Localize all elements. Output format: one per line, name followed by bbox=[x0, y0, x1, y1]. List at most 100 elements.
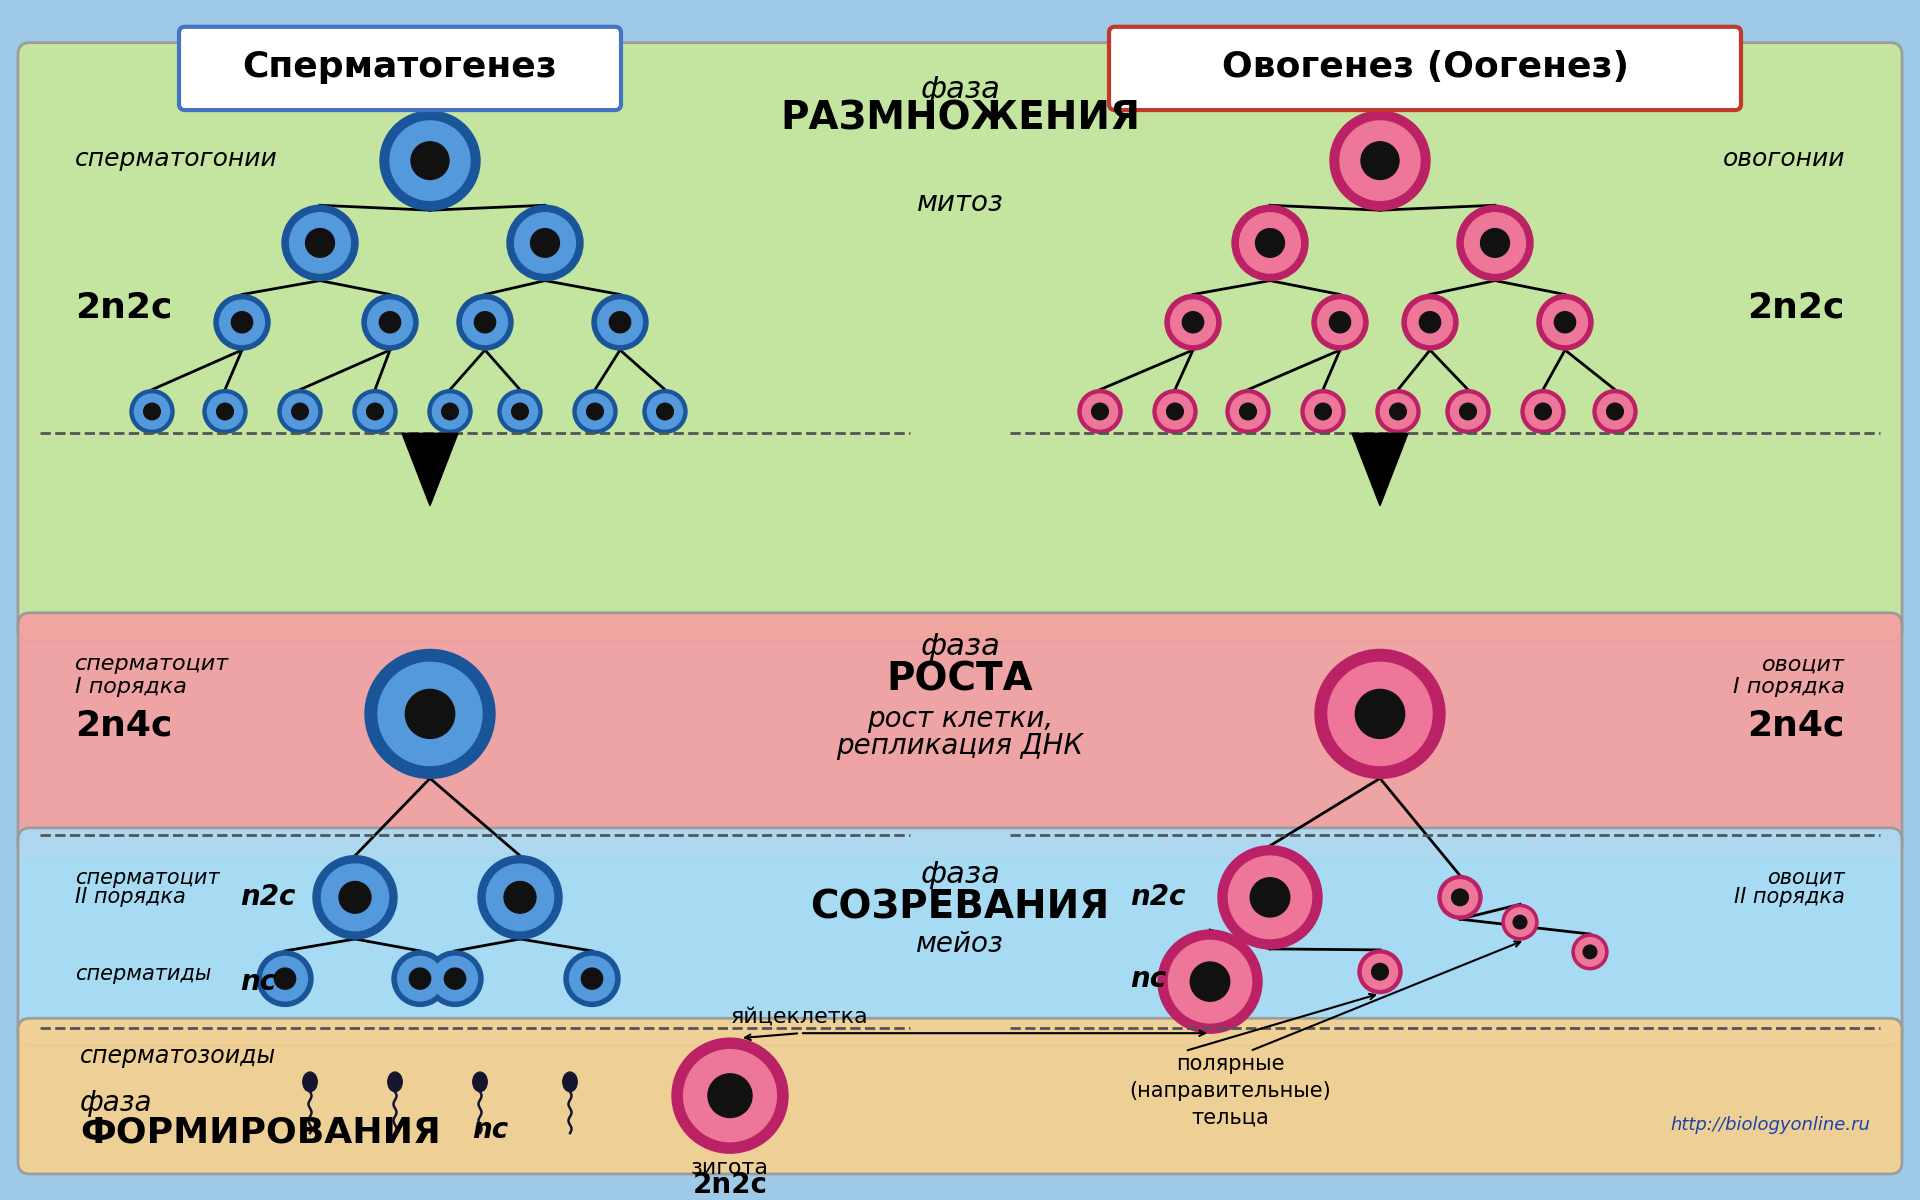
Circle shape bbox=[1377, 390, 1421, 433]
Circle shape bbox=[1331, 112, 1430, 210]
Circle shape bbox=[213, 294, 271, 350]
Circle shape bbox=[426, 950, 484, 1007]
Circle shape bbox=[1501, 905, 1538, 940]
Circle shape bbox=[282, 394, 317, 428]
Circle shape bbox=[582, 968, 603, 989]
Circle shape bbox=[1407, 300, 1452, 344]
Circle shape bbox=[219, 300, 265, 344]
Circle shape bbox=[1363, 954, 1398, 989]
Circle shape bbox=[1450, 394, 1486, 428]
Text: овогонии: овогонии bbox=[1722, 146, 1845, 170]
FancyBboxPatch shape bbox=[17, 613, 1903, 859]
Circle shape bbox=[597, 300, 643, 344]
Polygon shape bbox=[401, 433, 459, 505]
Circle shape bbox=[1542, 300, 1588, 344]
Ellipse shape bbox=[563, 1072, 578, 1092]
Circle shape bbox=[530, 229, 559, 257]
Circle shape bbox=[1390, 403, 1405, 420]
Circle shape bbox=[505, 882, 536, 913]
Circle shape bbox=[609, 312, 630, 332]
Circle shape bbox=[321, 864, 388, 931]
Text: http://biologyonline.ru: http://biologyonline.ru bbox=[1670, 1116, 1870, 1134]
FancyBboxPatch shape bbox=[179, 26, 620, 110]
Circle shape bbox=[432, 394, 468, 428]
Circle shape bbox=[1380, 394, 1415, 428]
Circle shape bbox=[1513, 916, 1526, 929]
Circle shape bbox=[134, 394, 169, 428]
Circle shape bbox=[1356, 690, 1405, 738]
Ellipse shape bbox=[388, 1072, 401, 1092]
Circle shape bbox=[1402, 294, 1457, 350]
Circle shape bbox=[1217, 846, 1323, 949]
Circle shape bbox=[1190, 962, 1229, 1001]
Circle shape bbox=[1229, 856, 1311, 938]
Circle shape bbox=[1597, 394, 1632, 428]
Circle shape bbox=[1329, 312, 1350, 332]
Circle shape bbox=[1419, 312, 1440, 332]
Circle shape bbox=[1340, 121, 1421, 200]
Circle shape bbox=[1572, 934, 1609, 970]
Circle shape bbox=[263, 956, 307, 1001]
Text: овоцит: овоцит bbox=[1766, 868, 1845, 888]
Circle shape bbox=[305, 229, 334, 257]
Text: 2n4c: 2n4c bbox=[75, 709, 173, 743]
Circle shape bbox=[478, 856, 563, 938]
Circle shape bbox=[1459, 403, 1476, 420]
Text: nc: nc bbox=[240, 967, 276, 996]
Circle shape bbox=[292, 403, 309, 420]
Circle shape bbox=[207, 394, 242, 428]
Circle shape bbox=[511, 403, 528, 420]
Circle shape bbox=[497, 390, 541, 433]
Circle shape bbox=[1576, 937, 1605, 966]
Circle shape bbox=[367, 300, 413, 344]
Text: сперматоцит: сперматоцит bbox=[75, 868, 219, 888]
Text: сперматозоиды: сперматозоиды bbox=[81, 1044, 276, 1068]
Text: зигота: зигота bbox=[691, 1158, 770, 1178]
Circle shape bbox=[353, 390, 397, 433]
Circle shape bbox=[1457, 205, 1532, 281]
Circle shape bbox=[1480, 229, 1509, 257]
Circle shape bbox=[204, 390, 248, 433]
Circle shape bbox=[390, 121, 470, 200]
Circle shape bbox=[428, 390, 472, 433]
Circle shape bbox=[1154, 390, 1196, 433]
Circle shape bbox=[1521, 390, 1565, 433]
Text: полярные
(направительные)
тельца: полярные (направительные) тельца bbox=[1129, 1055, 1331, 1127]
Circle shape bbox=[1315, 403, 1331, 420]
Circle shape bbox=[1446, 390, 1490, 433]
Circle shape bbox=[1442, 880, 1478, 914]
Circle shape bbox=[1329, 662, 1432, 766]
Circle shape bbox=[588, 403, 603, 420]
Circle shape bbox=[217, 403, 234, 420]
Circle shape bbox=[409, 968, 430, 989]
Text: сперматоцит: сперматоцит bbox=[75, 654, 228, 674]
Circle shape bbox=[1158, 930, 1261, 1033]
Circle shape bbox=[1092, 403, 1108, 420]
Circle shape bbox=[570, 956, 614, 1001]
Text: 2n2c: 2n2c bbox=[75, 290, 173, 324]
Text: 2n4c: 2n4c bbox=[1747, 709, 1845, 743]
Circle shape bbox=[392, 950, 447, 1007]
Circle shape bbox=[1534, 403, 1551, 420]
Circle shape bbox=[1077, 390, 1121, 433]
Circle shape bbox=[1240, 212, 1300, 274]
Circle shape bbox=[578, 394, 612, 428]
Circle shape bbox=[647, 394, 684, 428]
Text: сперматиды: сперматиды bbox=[75, 964, 211, 984]
Text: n2c: n2c bbox=[1131, 883, 1185, 911]
Circle shape bbox=[378, 662, 482, 766]
Circle shape bbox=[357, 394, 392, 428]
Circle shape bbox=[1555, 312, 1576, 332]
Circle shape bbox=[1465, 212, 1524, 274]
Circle shape bbox=[367, 403, 384, 420]
Circle shape bbox=[1169, 941, 1252, 1022]
Circle shape bbox=[486, 864, 553, 931]
Text: I порядка: I порядка bbox=[1734, 677, 1845, 697]
Text: сперматогонии: сперматогонии bbox=[75, 146, 278, 170]
Circle shape bbox=[411, 142, 449, 180]
Circle shape bbox=[1311, 294, 1367, 350]
Text: 2n2c: 2n2c bbox=[693, 1171, 768, 1199]
Circle shape bbox=[1524, 394, 1561, 428]
Circle shape bbox=[708, 1074, 753, 1117]
Circle shape bbox=[572, 390, 616, 433]
